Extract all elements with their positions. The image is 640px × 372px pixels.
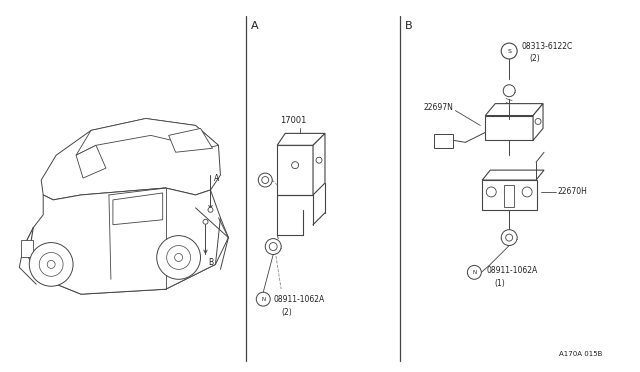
- Circle shape: [175, 253, 182, 262]
- Polygon shape: [169, 128, 212, 152]
- Text: A170A 015B: A170A 015B: [559, 351, 602, 357]
- Text: N: N: [472, 270, 476, 275]
- Circle shape: [269, 243, 277, 250]
- Circle shape: [166, 246, 191, 269]
- Text: 17001: 17001: [280, 116, 307, 125]
- Polygon shape: [41, 119, 220, 200]
- Text: 08911-1062A: 08911-1062A: [486, 266, 538, 275]
- Circle shape: [208, 207, 213, 212]
- Circle shape: [467, 265, 481, 279]
- Circle shape: [259, 173, 272, 187]
- Text: 22670H: 22670H: [558, 187, 588, 196]
- Text: 08313-6122C: 08313-6122C: [521, 42, 572, 51]
- Bar: [483, 180, 537, 210]
- Circle shape: [535, 119, 541, 125]
- Circle shape: [501, 230, 517, 246]
- Text: (1): (1): [494, 279, 505, 288]
- Circle shape: [262, 177, 269, 183]
- Circle shape: [203, 219, 208, 224]
- Text: S: S: [508, 48, 511, 54]
- Text: (2): (2): [529, 54, 540, 64]
- Polygon shape: [483, 170, 544, 180]
- Text: 22697N: 22697N: [424, 103, 453, 112]
- Polygon shape: [23, 208, 228, 294]
- Text: (2): (2): [281, 308, 292, 317]
- Polygon shape: [23, 188, 220, 294]
- Polygon shape: [277, 134, 325, 145]
- Circle shape: [29, 243, 73, 286]
- Circle shape: [157, 235, 200, 279]
- Circle shape: [503, 85, 515, 97]
- Circle shape: [316, 157, 322, 163]
- Polygon shape: [485, 104, 543, 116]
- Polygon shape: [533, 104, 543, 140]
- Circle shape: [292, 162, 299, 169]
- Polygon shape: [313, 134, 325, 195]
- Text: B: B: [209, 258, 214, 267]
- Polygon shape: [76, 145, 106, 178]
- Text: N: N: [261, 296, 266, 302]
- Circle shape: [501, 43, 517, 59]
- Bar: [504, 185, 514, 207]
- Bar: [277, 145, 313, 195]
- Circle shape: [506, 234, 513, 241]
- Polygon shape: [113, 193, 163, 225]
- Circle shape: [486, 187, 496, 197]
- Circle shape: [265, 238, 281, 254]
- Polygon shape: [76, 119, 218, 155]
- Circle shape: [256, 292, 270, 306]
- Bar: [485, 116, 533, 140]
- Text: B: B: [404, 21, 412, 31]
- Circle shape: [47, 260, 55, 268]
- Circle shape: [522, 187, 532, 197]
- Bar: [21, 240, 33, 257]
- Bar: [433, 134, 453, 148]
- Text: 08911-1062A: 08911-1062A: [273, 295, 324, 304]
- Text: A: A: [214, 174, 219, 183]
- Circle shape: [39, 253, 63, 276]
- Text: A: A: [252, 21, 259, 31]
